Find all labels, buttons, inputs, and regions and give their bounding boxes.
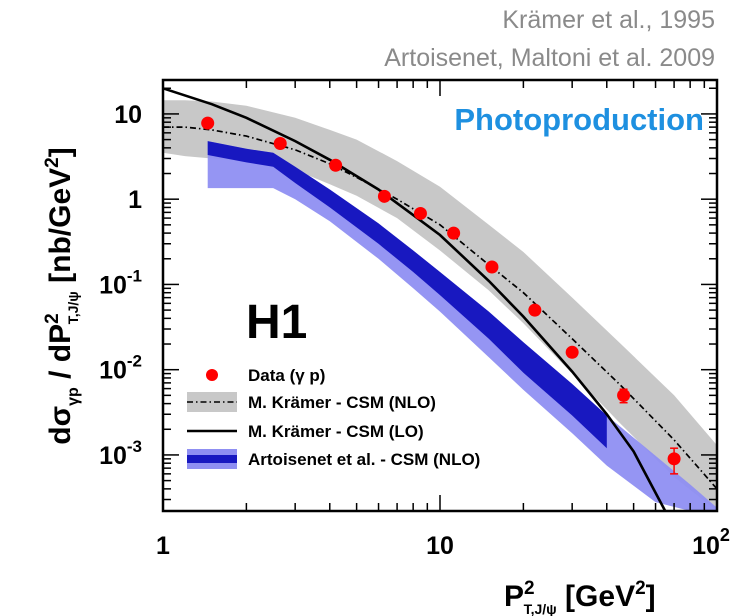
data-point (273, 136, 287, 150)
data-point (485, 260, 499, 274)
legend-kramer-nlo-band (187, 392, 237, 412)
data-point (413, 206, 427, 220)
process-label: Photoproduction (454, 102, 704, 137)
y-tick-label: 10 (114, 101, 142, 129)
experiment-label: H1 (246, 296, 307, 349)
kramer-nlo-band (163, 100, 717, 511)
reference-1: Krämer et al., 1995 (502, 6, 715, 34)
legend-data-marker (206, 369, 218, 381)
legend-label-data: Data (γ p) (248, 366, 325, 385)
legend-label-artoisenet: Artoisenet et al. - CSM (NLO) (248, 450, 480, 469)
svg-text:P2T,J/ψ [GeV2]: P2 T,J/ψ [GeV2] (504, 578, 656, 616)
data-point (667, 452, 681, 466)
legend-label-kramer-nlo: M. Krämer - CSM (NLO) (248, 393, 436, 412)
y-tick-label: 10-1 (99, 266, 142, 299)
x-tick-label: 1 (156, 532, 170, 560)
y-tick-label: 10-2 (99, 352, 142, 385)
x-tick-label: 10 (426, 532, 454, 560)
data-point (617, 388, 631, 402)
data-point (447, 226, 461, 240)
legend-label-kramer-lo: M. Krämer - CSM (LO) (248, 422, 424, 441)
data-point (377, 189, 391, 203)
kramer-lo-curve (163, 87, 667, 511)
data-point (565, 345, 579, 359)
data-point (528, 303, 542, 317)
x-axis-title: P2 T,J/ψ [GeV2] (504, 578, 656, 616)
bands-layer (163, 100, 717, 511)
axis-tick-labels: 1 10 102 10 1 10-1 10-2 10-3 (99, 101, 730, 560)
x-tick-label: 102 (692, 525, 730, 560)
legend-artoisenet-edge (187, 455, 237, 463)
reference-2: Artoisenet, Maltoni et al. 2009 (384, 44, 715, 72)
curves-layer (163, 87, 717, 511)
data-point (329, 158, 343, 172)
data-point (201, 116, 215, 130)
legend: Data (γ p) M. Krämer - CSM (NLO) M. Kräm… (187, 366, 480, 469)
y-axis-title: dσγp / dP2 T,J/ψ [nb/GeV2] (42, 147, 82, 445)
y-tick-label: 10-3 (99, 437, 142, 470)
data-points-layer (201, 116, 681, 475)
y-tick-label: 1 (128, 186, 142, 214)
kramer-nlo-curve (163, 126, 717, 490)
axis-ticks (163, 80, 717, 511)
